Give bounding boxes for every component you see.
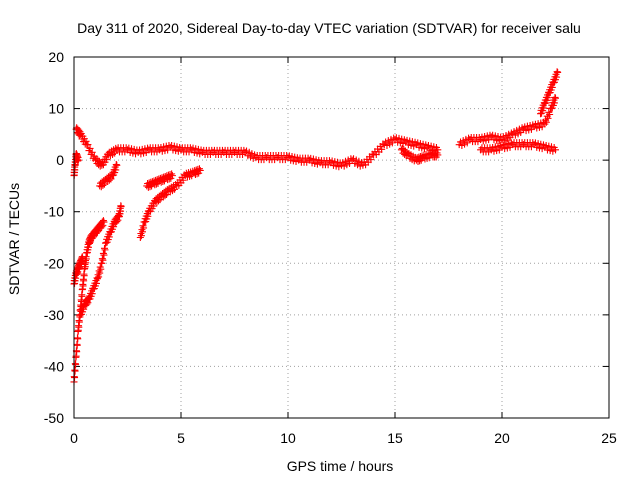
- data-point: [150, 202, 158, 210]
- x-tick-label: 20: [494, 430, 510, 446]
- data-point: [414, 158, 422, 166]
- data-point: [179, 176, 187, 184]
- data-point: [99, 181, 107, 189]
- data-point: [165, 175, 173, 183]
- data-point: [367, 156, 375, 164]
- y-tick-label: -50: [44, 410, 64, 426]
- data-point: [137, 232, 145, 240]
- data-point: [95, 157, 103, 165]
- data-point: [195, 165, 203, 173]
- data-point: [193, 170, 201, 178]
- data-point: [378, 145, 386, 153]
- data-point: [71, 374, 79, 382]
- data-point: [107, 175, 115, 183]
- x-axis: 0 5 10 15 20 25: [70, 57, 617, 446]
- data-point: [151, 181, 159, 189]
- data-point: [164, 176, 172, 184]
- data-points: [70, 68, 562, 386]
- data-point: [168, 172, 176, 180]
- x-axis-label: GPS time / hours: [287, 458, 394, 474]
- y-axis-label: SDTVAR / TECUs: [6, 183, 22, 295]
- data-point: [416, 157, 424, 165]
- data-point: [546, 111, 554, 119]
- data-point: [152, 180, 160, 188]
- data-point: [146, 183, 154, 191]
- data-point: [552, 94, 559, 102]
- data-point: [96, 269, 104, 277]
- y-tick-label: -40: [44, 358, 64, 374]
- data-point: [96, 162, 104, 170]
- data-point: [117, 203, 125, 211]
- data-point: [72, 361, 80, 369]
- data-point: [84, 141, 92, 149]
- data-point: [552, 146, 559, 154]
- data-point: [144, 183, 152, 191]
- data-point: [80, 272, 88, 280]
- y-tick-label: -20: [44, 255, 64, 271]
- chart-title: Day 311 of 2020, Sidereal Day-to-day VTE…: [77, 20, 581, 36]
- x-tick-label: 10: [280, 430, 296, 446]
- y-axis: -50 -40 -30 -20 -10 0 10 20: [44, 49, 609, 426]
- data-point: [100, 251, 108, 259]
- data-point: [138, 228, 146, 236]
- data-point: [155, 197, 163, 205]
- data-point: [191, 170, 199, 178]
- x-tick-label: 25: [601, 430, 617, 446]
- data-point: [95, 273, 103, 281]
- data-point: [163, 190, 171, 198]
- data-point: [159, 178, 167, 186]
- data-point: [79, 254, 87, 262]
- data-point: [74, 156, 82, 164]
- data-point: [97, 265, 105, 273]
- plot-frame: [73, 56, 610, 419]
- data-point: [86, 144, 94, 152]
- data-point: [105, 176, 113, 184]
- data-point: [544, 114, 552, 122]
- y-tick-label: 10: [48, 101, 64, 117]
- y-tick-label: -10: [44, 204, 64, 220]
- data-point: [157, 178, 165, 186]
- y-tick-label: 0: [56, 152, 64, 168]
- x-tick-label: 15: [387, 430, 403, 446]
- data-point: [73, 341, 81, 349]
- data-point: [161, 192, 169, 200]
- y-tick-label: 20: [48, 49, 64, 65]
- data-point: [88, 148, 96, 156]
- x-tick-label: 0: [70, 430, 78, 446]
- data-point: [140, 224, 148, 232]
- data-point: [113, 161, 121, 169]
- data-point: [101, 246, 109, 254]
- data-point: [74, 335, 82, 343]
- data-point: [78, 292, 86, 300]
- grid-lines: [74, 57, 609, 418]
- data-point: [196, 166, 204, 174]
- data-point: [434, 151, 442, 159]
- data-point: [542, 118, 550, 126]
- data-point: [168, 170, 176, 178]
- data-point: [99, 256, 107, 264]
- y-tick-label: -30: [44, 307, 64, 323]
- data-point: [100, 218, 108, 226]
- data-point: [103, 156, 111, 164]
- data-point: [554, 68, 562, 76]
- x-tick-label: 5: [177, 430, 185, 446]
- data-point: [71, 367, 79, 375]
